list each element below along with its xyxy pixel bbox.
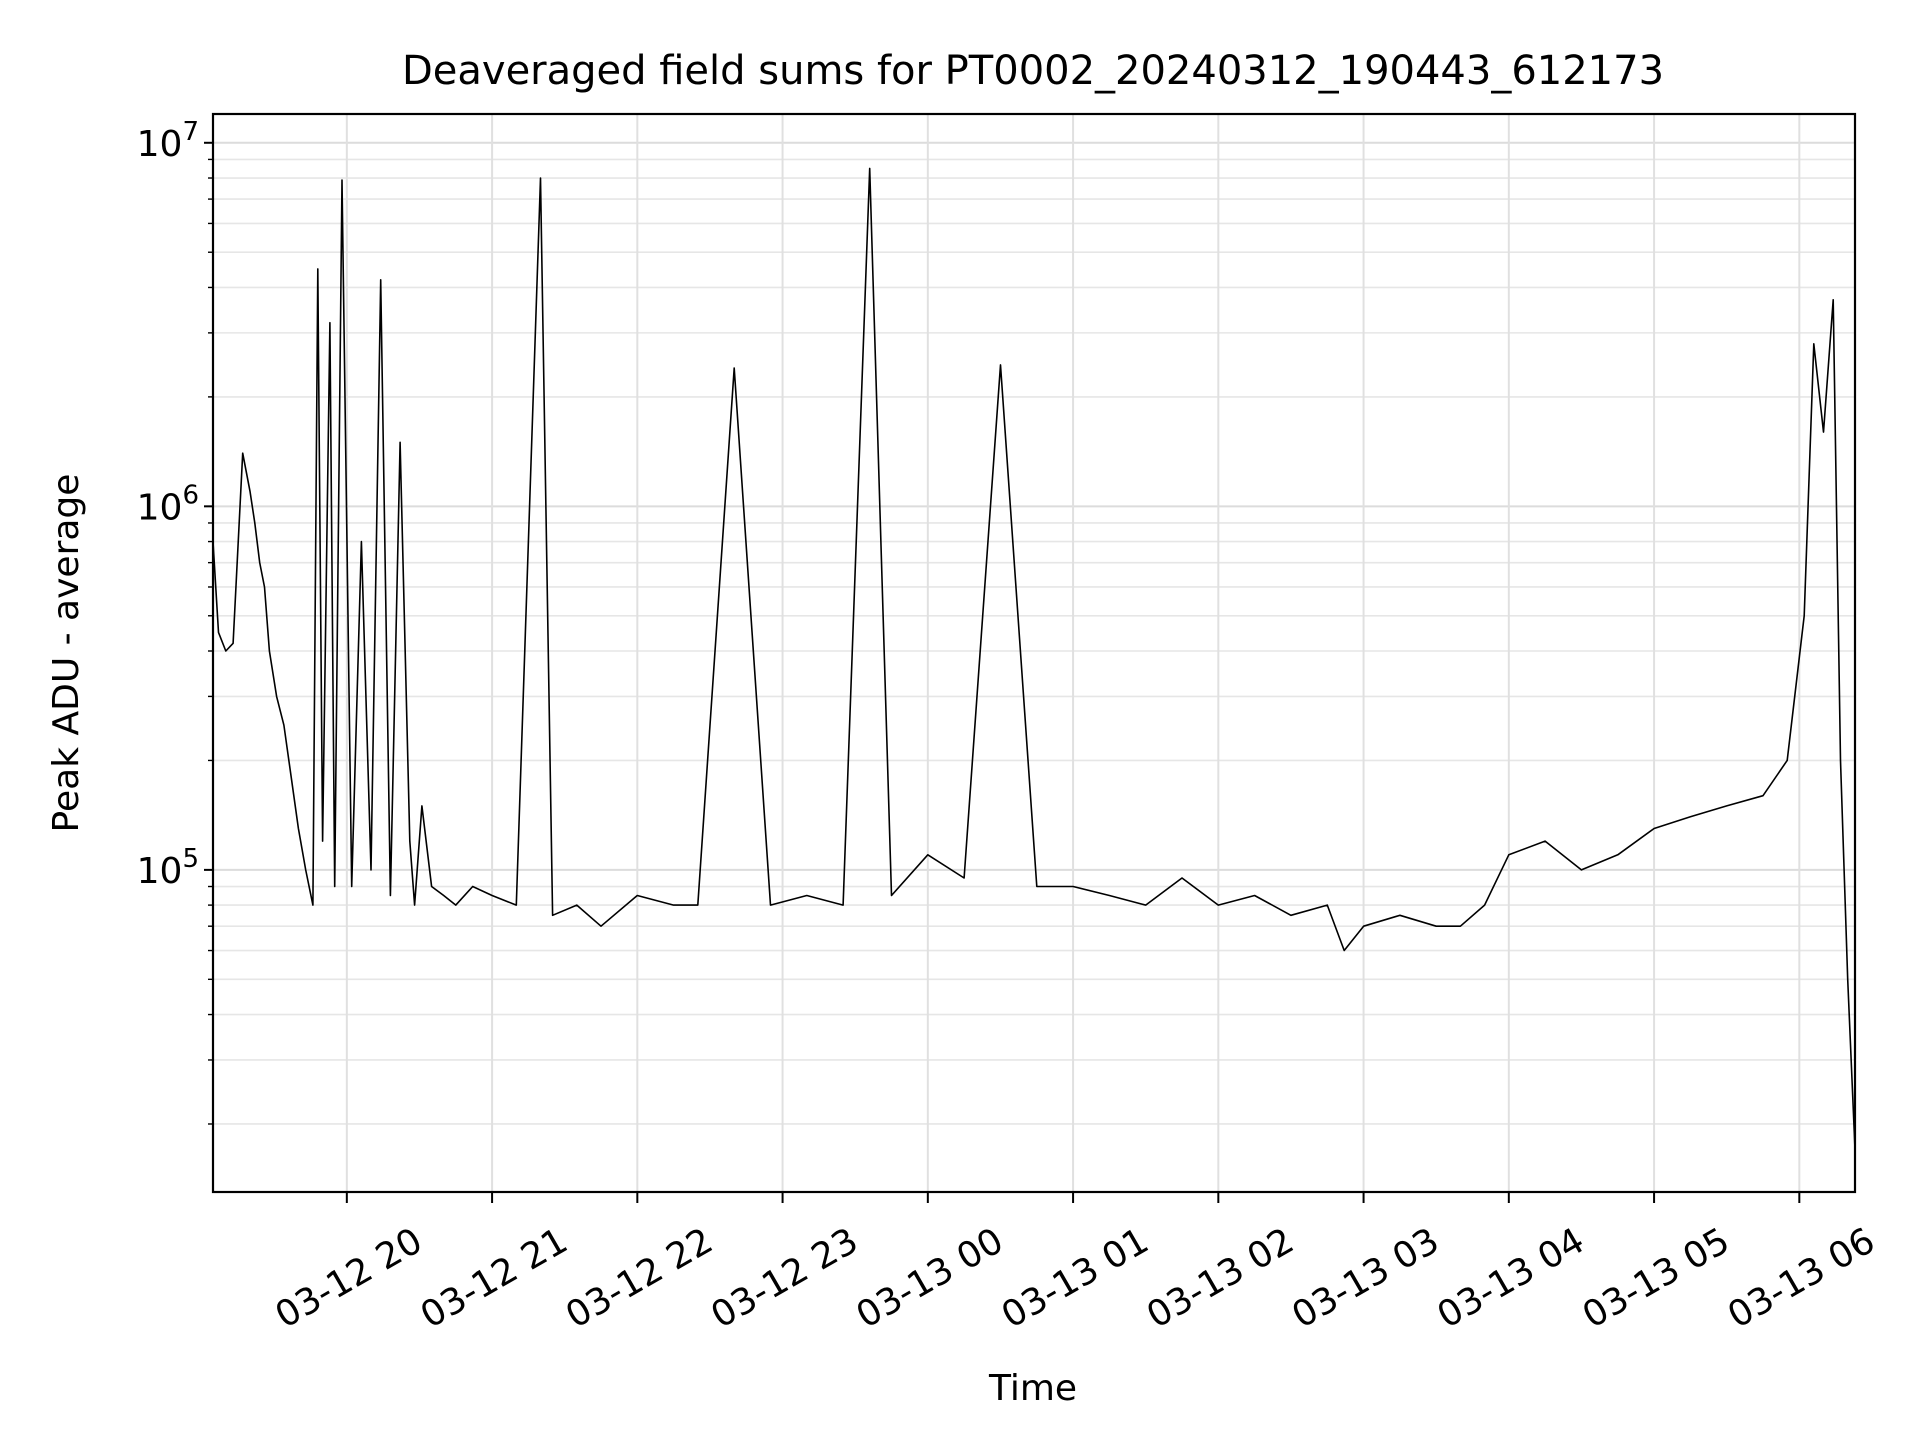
data-series-line: [212, 167, 1856, 1150]
y-tick-label: 105: [137, 844, 199, 892]
chart-title: Deaveraged field sums for PT0002_2024031…: [402, 48, 1664, 94]
plot-frame: [211, 112, 1857, 1194]
y-axis-label: Peak ADU - average: [46, 474, 87, 833]
y-tick-label: 107: [137, 117, 199, 165]
y-tick-label: 106: [137, 480, 199, 528]
y-axis: 105 106 107: [137, 117, 213, 1125]
x-axis-label: Time: [988, 1368, 1077, 1409]
grid: [213, 114, 1855, 1192]
plot-area: [212, 167, 1856, 1150]
